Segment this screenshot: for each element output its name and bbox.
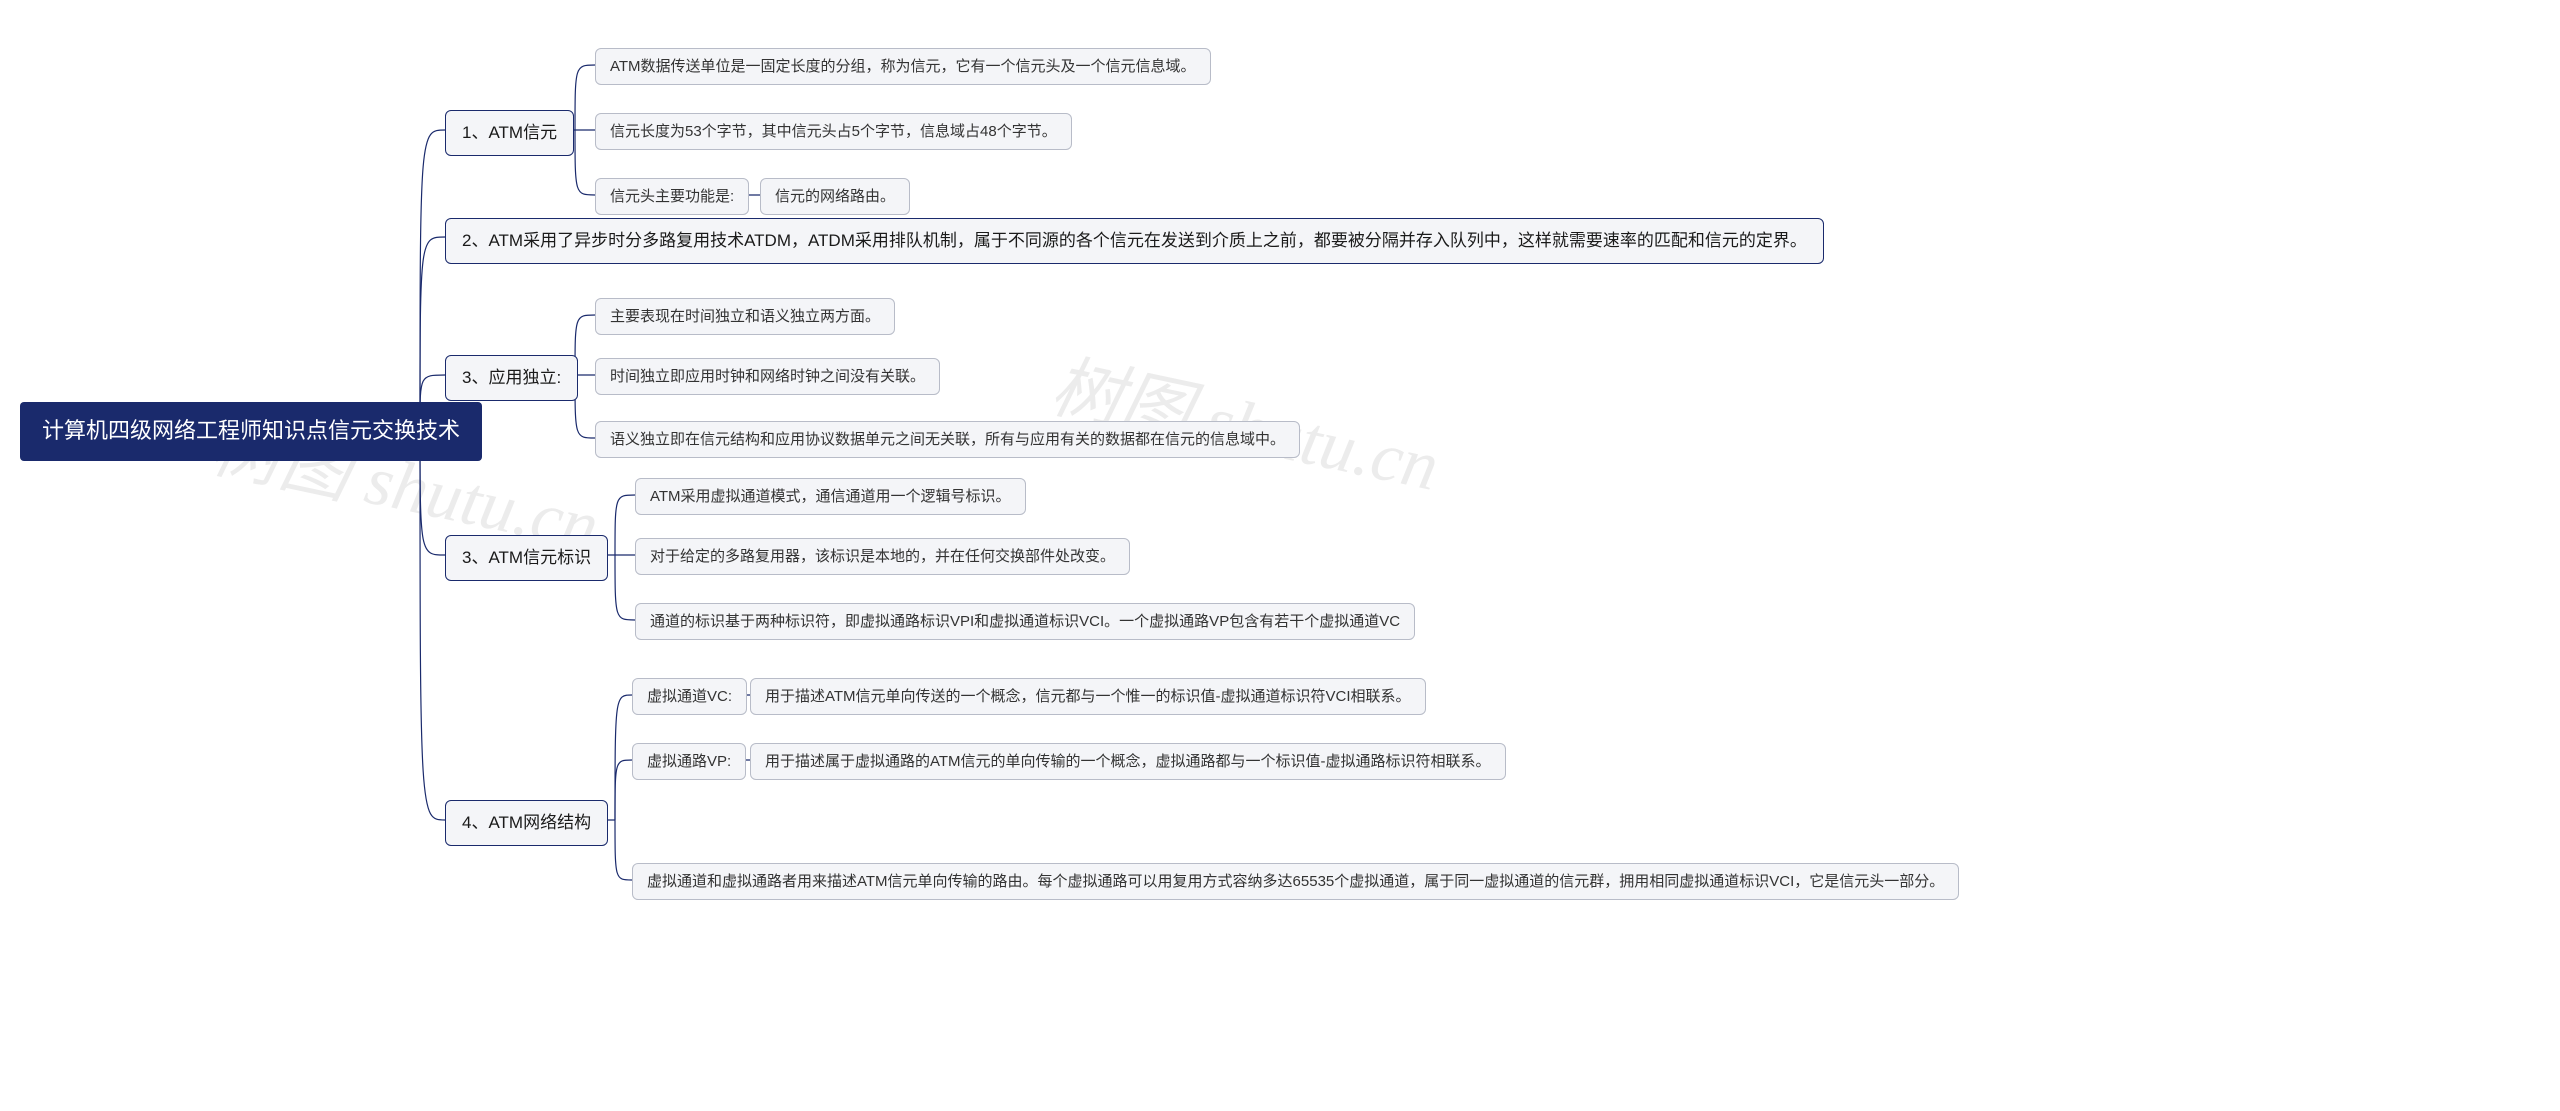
branch-atdm: 2、ATM采用了异步时分多路复用技术ATDM，ATDM采用排队机制，属于不同源的… [445, 218, 1824, 264]
leaf-b3c3: 语义独立即在信元结构和应用协议数据单元之间无关联，所有与应用有关的数据都在信元的… [595, 421, 1300, 458]
leaf-b3c1: 主要表现在时间独立和语义独立两方面。 [595, 298, 895, 335]
leaf-b4c3: 通道的标识基于两种标识符，即虚拟通路标识VPI和虚拟通道标识VCI。一个虚拟通路… [635, 603, 1415, 640]
leaf-b1c3-label: 信元头主要功能是: [595, 178, 749, 215]
leaf-b1c2: 信元长度为53个字节，其中信元头占5个字节，信息域占48个字节。 [595, 113, 1072, 150]
branch-app-independent: 3、应用独立: [445, 355, 578, 401]
leaf-b5c1-child: 用于描述ATM信元单向传送的一个概念，信元都与一个惟一的标识值-虚拟通道标识符V… [750, 678, 1426, 715]
root-node: 计算机四级网络工程师知识点信元交换技术 [20, 402, 482, 461]
leaf-b5c2-child: 用于描述属于虚拟通路的ATM信元的单向传输的一个概念，虚拟通路都与一个标识值-虚… [750, 743, 1506, 780]
leaf-b1c3-child: 信元的网络路由。 [760, 178, 910, 215]
leaf-b3c2: 时间独立即应用时钟和网络时钟之间没有关联。 [595, 358, 940, 395]
leaf-b5c3: 虚拟通道和虚拟通路者用来描述ATM信元单向传输的路由。每个虚拟通路可以用复用方式… [632, 863, 1959, 900]
branch-network-structure: 4、ATM网络结构 [445, 800, 608, 846]
leaf-b1c1: ATM数据传送单位是一固定长度的分组，称为信元，它有一个信元头及一个信元信息域。 [595, 48, 1211, 85]
leaf-b5c2-label: 虚拟通路VP: [632, 743, 746, 780]
leaf-b4c2: 对于给定的多路复用器，该标识是本地的，并在任何交换部件处改变。 [635, 538, 1130, 575]
leaf-b5c1-label: 虚拟通道VC: [632, 678, 747, 715]
leaf-b4c1: ATM采用虚拟通道模式，通信通道用一个逻辑号标识。 [635, 478, 1026, 515]
mindmap-canvas: 树图 shutu.cn 树图 shutu.cn [0, 0, 2560, 1111]
connector-layer [0, 0, 2560, 1111]
branch-atm-cell: 1、ATM信元 [445, 110, 574, 156]
branch-cell-id: 3、ATM信元标识 [445, 535, 608, 581]
